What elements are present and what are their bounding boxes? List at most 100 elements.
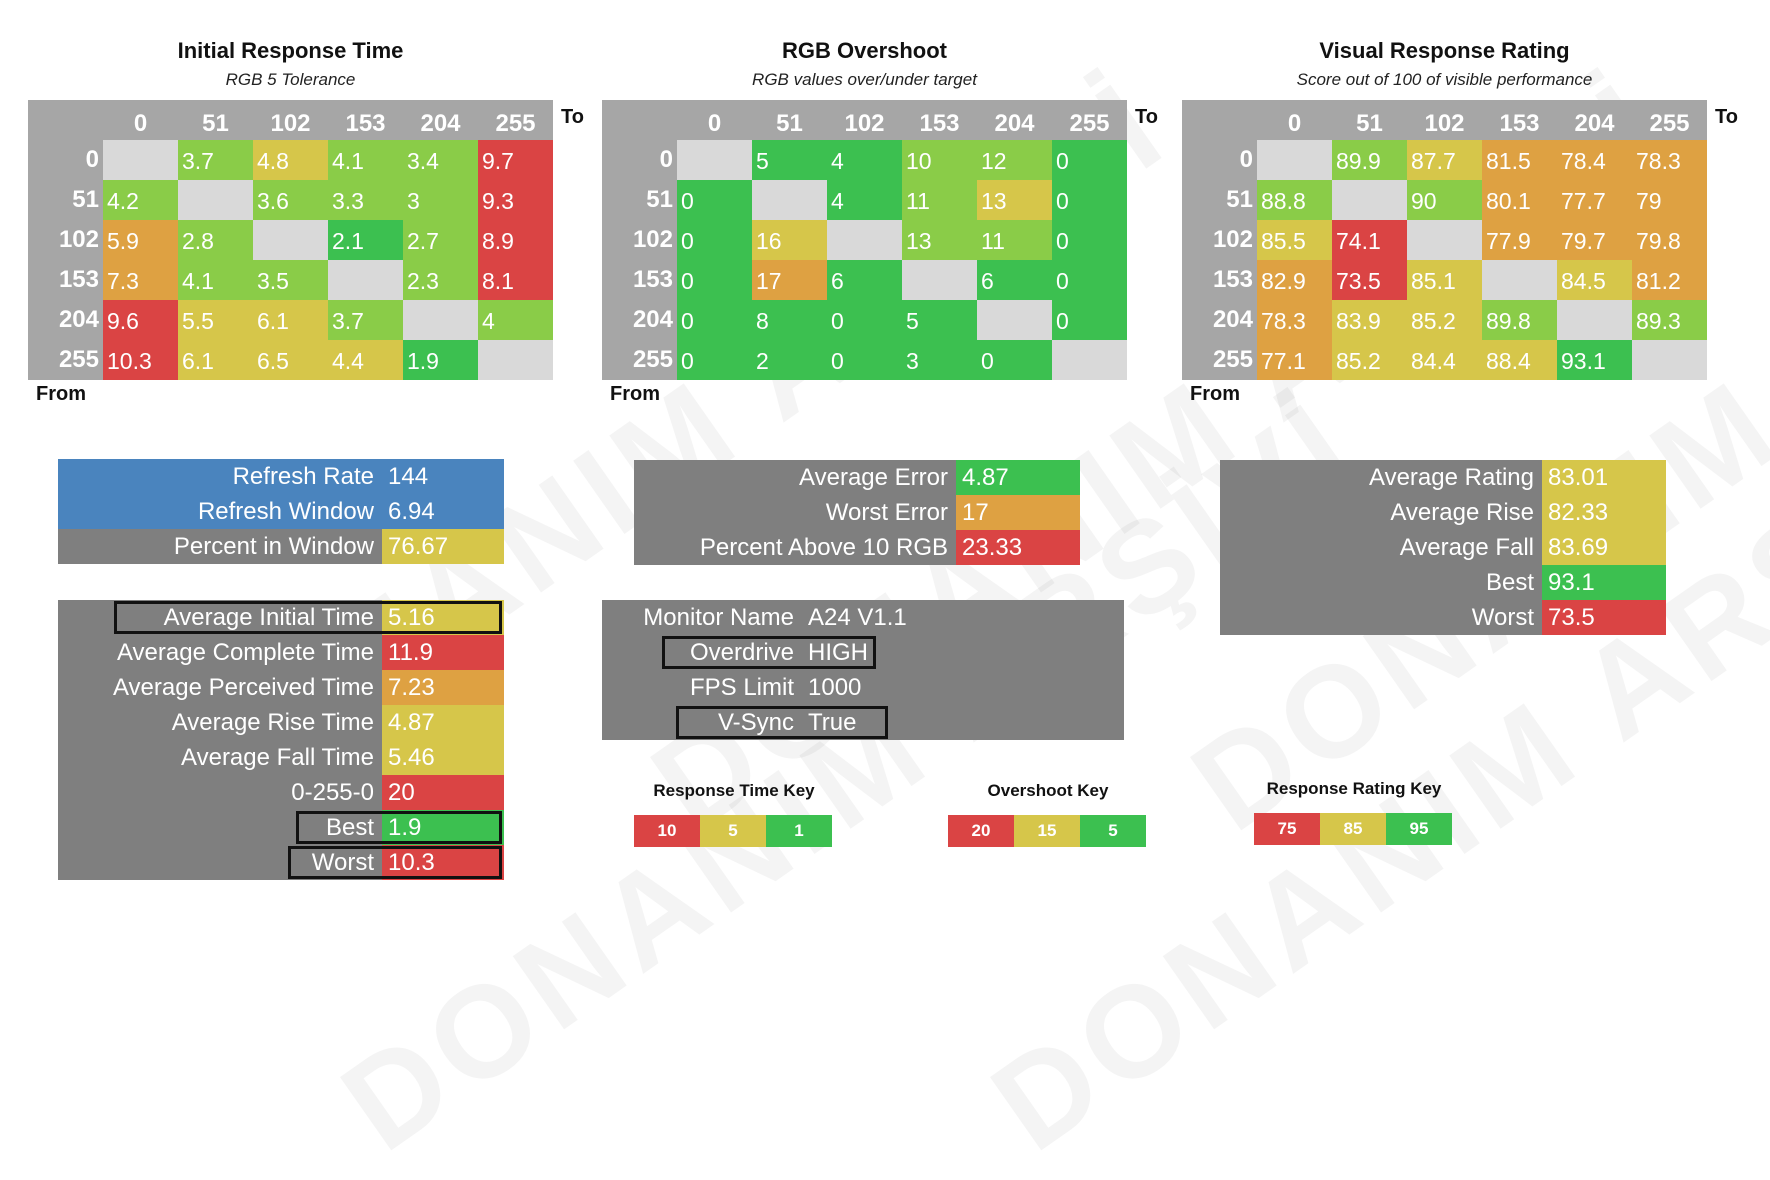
diagonal-cell <box>1052 340 1127 380</box>
from-axis-label: From <box>1190 383 1240 405</box>
column-header: 0 <box>133 110 148 137</box>
stat-value: 23.33 <box>956 530 1080 565</box>
column-header: 51 <box>202 110 229 137</box>
heatmap-cell: 5 <box>752 140 827 180</box>
heatmap-cell: 0 <box>1052 300 1127 340</box>
stat-label: Refresh Window <box>197 498 374 525</box>
diagonal-cell <box>677 140 752 180</box>
heatmap-cell: 74.1 <box>1332 220 1407 260</box>
stat-value: 83.01 <box>1542 460 1666 495</box>
highlight-box <box>114 601 502 634</box>
heatmap-cell: 85.2 <box>1332 340 1407 380</box>
stat-value: True <box>808 709 857 736</box>
heatmap-cell: 4.2 <box>103 180 178 220</box>
row-header: 51 <box>646 186 673 213</box>
heatmap-cell: 10 <box>902 140 977 180</box>
heatmap-cell: 85.2 <box>1407 300 1482 340</box>
heatmap-cell: 83.9 <box>1332 300 1407 340</box>
key-swatch: 5 <box>1080 815 1146 847</box>
heatmap-cell: 3.6 <box>253 180 328 220</box>
heatmap-cell: 0 <box>1052 260 1127 300</box>
stat-value: 144 <box>382 459 504 494</box>
column-header: 51 <box>776 110 803 137</box>
column-header: 204 <box>994 110 1035 137</box>
diagonal-cell <box>1632 340 1707 380</box>
heatmap-cell: 2.1 <box>328 220 403 260</box>
heatmap-cell: 0 <box>827 340 902 380</box>
heatmap-cell: 3 <box>403 180 478 220</box>
key-title: Response Time Key <box>653 781 815 800</box>
heatmap-cell: 82.9 <box>1257 260 1332 300</box>
stat-value: A24 V1.1 <box>808 604 907 631</box>
column-header: 153 <box>919 110 960 137</box>
stat-label: Worst <box>311 849 374 876</box>
heatmap-cell: 8 <box>752 300 827 340</box>
stat-value: 6.94 <box>382 494 504 529</box>
stat-value: 17 <box>956 495 1080 530</box>
heatmap-cell: 73.5 <box>1332 260 1407 300</box>
stat-label: Average Initial Time <box>163 604 374 631</box>
stat-label: Percent Above 10 RGB <box>699 534 948 561</box>
heatmap-cell: 77.7 <box>1557 180 1632 220</box>
heatmap-cell: 8.1 <box>478 260 553 300</box>
highlight-box <box>662 636 876 669</box>
diagonal-cell <box>103 140 178 180</box>
diagonal-cell <box>1482 260 1557 300</box>
stat-value: 4.87 <box>956 460 1080 495</box>
stat-value: 93.1 <box>1542 565 1666 600</box>
stat-label: Worst Error <box>825 499 948 526</box>
heatmap-cell: 81.5 <box>1482 140 1557 180</box>
chart-title: Initial Response Time <box>177 38 404 63</box>
diagonal-cell <box>1407 220 1482 260</box>
chart-title: Visual Response Rating <box>1319 38 1570 63</box>
to-axis-label: To <box>1715 106 1738 128</box>
chart-subtitle: RGB values over/under target <box>752 70 977 89</box>
heatmap-cell: 4 <box>827 180 902 220</box>
row-header: 204 <box>58 306 99 333</box>
heatmap-cell: 2.3 <box>403 260 478 300</box>
chart-title: RGB Overshoot <box>781 38 948 63</box>
row-header: 51 <box>72 186 99 213</box>
heatmap-cell: 13 <box>977 180 1052 220</box>
heatmap-cell: 4.1 <box>328 140 403 180</box>
stat-label: V-Sync <box>717 709 794 736</box>
heatmap-cell: 1.9 <box>403 340 478 380</box>
heatmap-cell: 2 <box>752 340 827 380</box>
stat-label: Average Rating <box>1369 464 1534 491</box>
heatmap-cell: 0 <box>1052 180 1127 220</box>
diagonal-cell <box>1332 180 1407 220</box>
heatmap-cell: 2.8 <box>178 220 253 260</box>
column-header: 255 <box>495 110 536 137</box>
heatmap-cell: 16 <box>752 220 827 260</box>
stat-label: Average Error <box>799 464 948 491</box>
heatmap-cell: 7.3 <box>103 260 178 300</box>
column-header: 204 <box>420 110 461 137</box>
stat-label: Best <box>325 814 374 841</box>
heatmap-cell: 11 <box>977 220 1052 260</box>
diagonal-cell <box>478 340 553 380</box>
diagonal-cell <box>1557 300 1632 340</box>
key-swatch: 15 <box>1014 815 1080 847</box>
stat-value: 7.23 <box>382 670 504 705</box>
heatmap-cell: 3 <box>902 340 977 380</box>
stat-value: 73.5 <box>1542 600 1666 635</box>
row-header: 102 <box>632 226 673 253</box>
heatmap-cell: 4.4 <box>328 340 403 380</box>
stat-label: Worst <box>1471 604 1534 631</box>
heatmap-cell: 10.3 <box>103 340 178 380</box>
key-swatch: 85 <box>1320 813 1386 845</box>
heatmap-cell: 85.1 <box>1407 260 1482 300</box>
heatmap-cell: 6 <box>977 260 1052 300</box>
highlight-box <box>296 811 502 844</box>
heatmap-cell: 6.1 <box>178 340 253 380</box>
row-header: 102 <box>58 226 99 253</box>
stat-label: Percent in Window <box>173 533 374 560</box>
heatmap-cell: 5.5 <box>178 300 253 340</box>
heatmap-cell: 9.6 <box>103 300 178 340</box>
stat-label: Monitor Name <box>643 604 794 631</box>
stat-label: FPS Limit <box>689 674 794 701</box>
row-bg <box>58 494 382 529</box>
key-swatch: 5 <box>700 815 766 847</box>
heatmap-cell: 80.1 <box>1482 180 1557 220</box>
column-header: 51 <box>1356 110 1383 137</box>
